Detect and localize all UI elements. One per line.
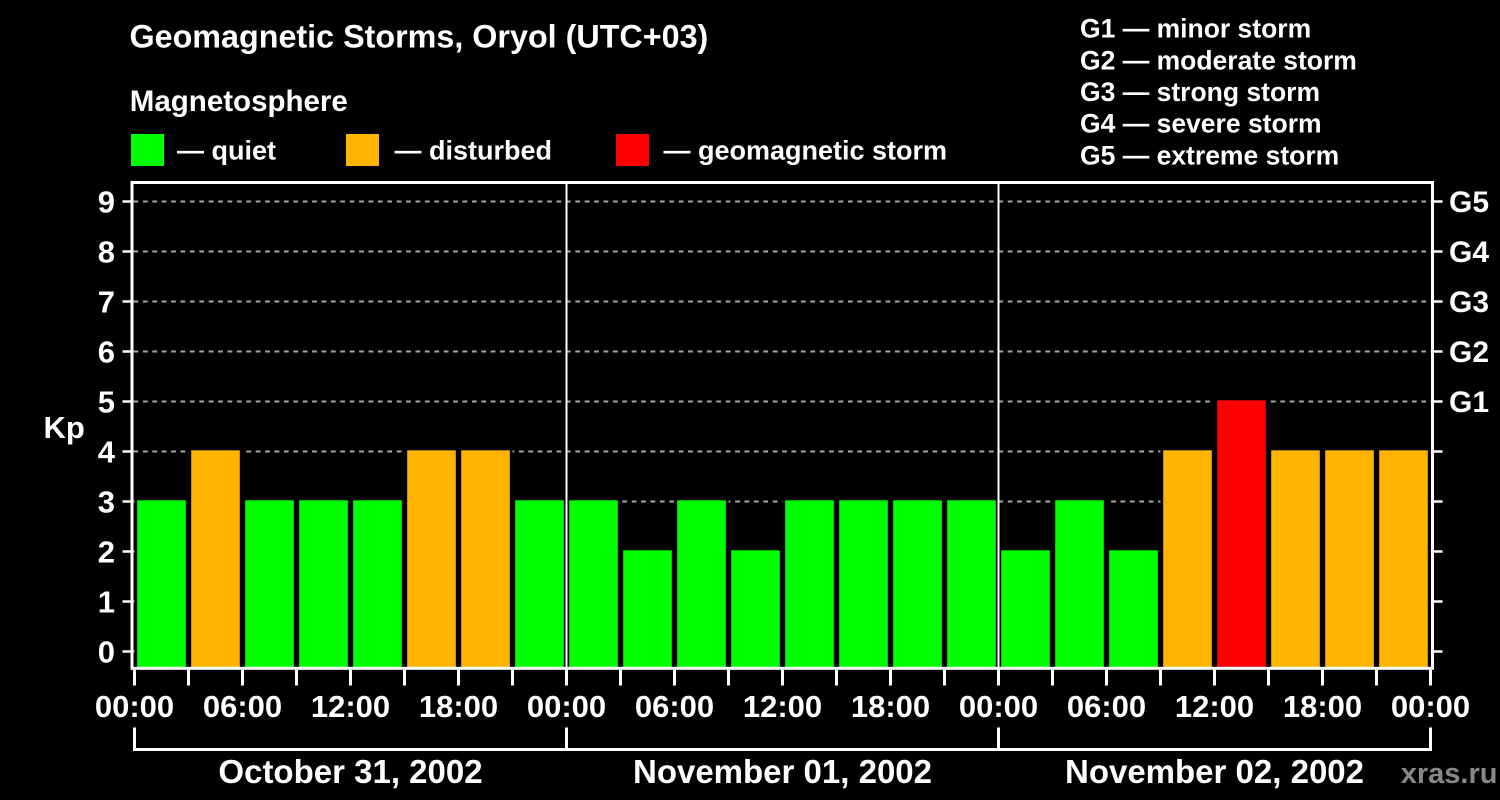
svg-text:6: 6 xyxy=(98,335,115,370)
svg-text:9: 9 xyxy=(98,185,115,220)
svg-text:00:00: 00:00 xyxy=(959,689,1038,724)
svg-text:18:00: 18:00 xyxy=(419,689,498,724)
svg-text:00:00: 00:00 xyxy=(1391,689,1470,724)
svg-text:— quiet: — quiet xyxy=(177,136,276,166)
svg-text:— geomagnetic storm: — geomagnetic storm xyxy=(664,136,948,166)
svg-text:— disturbed: — disturbed xyxy=(395,136,553,166)
svg-text:12:00: 12:00 xyxy=(1175,689,1254,724)
svg-text:8: 8 xyxy=(98,235,115,270)
svg-text:November 01, 2002: November 01, 2002 xyxy=(633,753,932,790)
svg-text:Magnetosphere: Magnetosphere xyxy=(130,85,348,118)
svg-text:G3: G3 xyxy=(1449,286,1489,319)
svg-text:G1 — minor storm: G1 — minor storm xyxy=(1080,14,1311,44)
svg-text:G2: G2 xyxy=(1449,336,1489,369)
svg-text:18:00: 18:00 xyxy=(851,689,930,724)
svg-text:G3 — strong storm: G3 — strong storm xyxy=(1080,77,1320,107)
svg-text:5: 5 xyxy=(98,385,115,420)
svg-text:November 02, 2002: November 02, 2002 xyxy=(1065,753,1364,790)
svg-text:06:00: 06:00 xyxy=(635,689,714,724)
svg-text:06:00: 06:00 xyxy=(203,689,282,724)
svg-text:xras.ru: xras.ru xyxy=(1401,758,1498,790)
svg-text:Kp: Kp xyxy=(44,410,85,445)
svg-text:06:00: 06:00 xyxy=(1067,689,1146,724)
svg-text:G5: G5 xyxy=(1449,186,1489,219)
svg-text:00:00: 00:00 xyxy=(95,689,174,724)
svg-text:G1: G1 xyxy=(1449,386,1489,419)
svg-text:12:00: 12:00 xyxy=(743,689,822,724)
svg-text:0: 0 xyxy=(98,635,115,670)
svg-text:G5 — extreme storm: G5 — extreme storm xyxy=(1080,140,1339,170)
svg-text:October 31, 2002: October 31, 2002 xyxy=(218,753,482,790)
svg-text:G2 — moderate storm: G2 — moderate storm xyxy=(1080,45,1357,75)
svg-text:7: 7 xyxy=(98,285,115,320)
svg-text:1: 1 xyxy=(98,585,115,620)
svg-text:2: 2 xyxy=(98,535,115,570)
svg-text:G4: G4 xyxy=(1449,236,1489,269)
svg-text:G4 — severe storm: G4 — severe storm xyxy=(1080,109,1322,139)
svg-text:4: 4 xyxy=(98,435,116,470)
svg-text:Geomagnetic Storms, Oryol (UTC: Geomagnetic Storms, Oryol (UTC+03) xyxy=(130,19,709,55)
svg-text:00:00: 00:00 xyxy=(527,689,606,724)
svg-text:3: 3 xyxy=(98,485,115,520)
svg-text:18:00: 18:00 xyxy=(1283,689,1362,724)
svg-text:12:00: 12:00 xyxy=(311,689,390,724)
